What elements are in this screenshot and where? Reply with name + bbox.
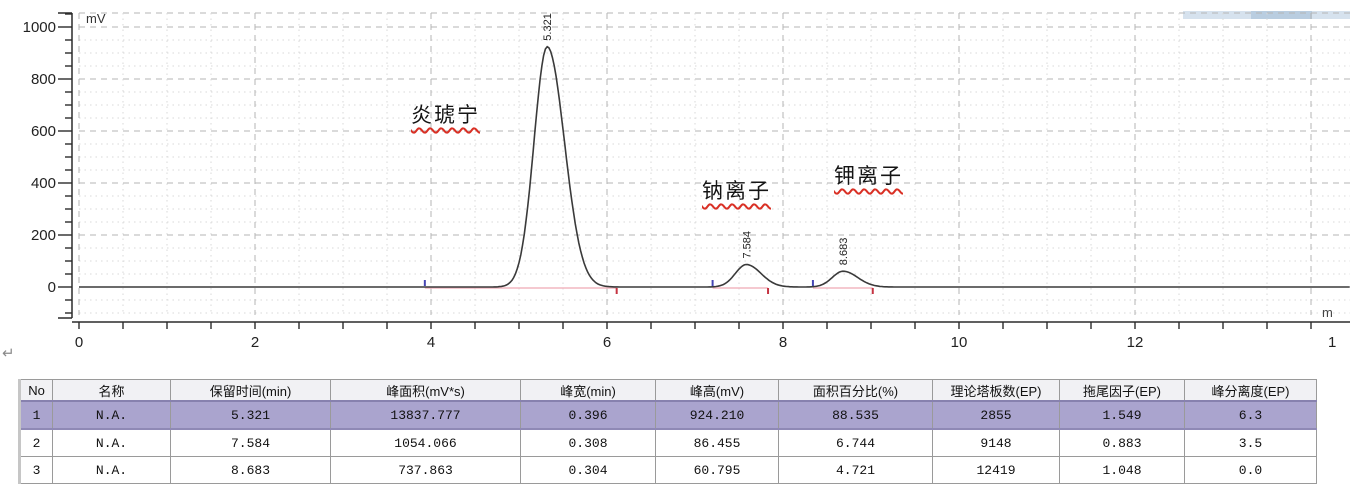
y-axis-unit-label: mV — [86, 11, 106, 26]
chromatogram-plot: 0 200 400 600 800 1000 mV 0 2 4 6 8 10 12 1 m 5.321 7.584… — [23, 11, 1350, 351]
chromatogram-canvas: 0 200 400 600 800 1000 mV 0 2 4 6 8 10 12 1 m 5.321 7.584… — [23, 11, 1350, 351]
x-tick-label: 4 — [427, 334, 435, 351]
table-cell: 2855 — [932, 400, 1060, 430]
table-cell: 60.795 — [655, 456, 779, 484]
table-column-header: 峰宽(min) — [520, 379, 656, 402]
peak-annotation-label: 钾离子 — [834, 164, 903, 188]
peak-rt-label: 7.584 — [741, 231, 753, 259]
signal-trace — [79, 45, 1350, 288]
x-tick-label: 12 — [1127, 334, 1144, 351]
table-column-header: 拖尾因子(EP) — [1059, 379, 1185, 402]
table-cell: 86.455 — [655, 428, 779, 457]
table-column-header: 保留时间(min) — [170, 379, 331, 402]
table-cell: 13837.777 — [330, 400, 521, 430]
table-cell: 0.308 — [520, 428, 656, 457]
table-cell: 8.683 — [170, 456, 331, 484]
y-tick-label: 400 — [31, 175, 56, 192]
table-cell: 6.744 — [778, 428, 933, 457]
table-cell: N.A. — [52, 428, 171, 457]
y-tick-label: 200 — [31, 227, 56, 244]
table-cell: N.A. — [52, 456, 171, 484]
table-cell: 3 — [19, 456, 53, 484]
table-cell: 0.304 — [520, 456, 656, 484]
peak-rt-label: 5.321 — [542, 13, 554, 41]
horizontal-scrollbar-thumb[interactable] — [1251, 11, 1312, 19]
table-column-header: 峰面积(mV*s) — [330, 379, 521, 402]
table-row[interactable]: 2 N.A. 7.584 1054.066 0.308 86.455 6.744 9148 0.… — [19, 428, 1317, 457]
x-tick-label-partial: 1 — [1328, 334, 1336, 351]
paragraph-return-mark: ↵ — [2, 345, 15, 362]
x-tick-label: 6 — [603, 334, 611, 351]
x-tick-label: 0 — [75, 334, 83, 351]
table-cell: 2 — [19, 428, 53, 457]
x-axis-unit-partial: m — [1322, 305, 1333, 320]
table-cell: 0.883 — [1059, 428, 1185, 457]
table-column-header: 峰高(mV) — [655, 379, 779, 402]
x-tick-label: 2 — [251, 334, 259, 351]
table-cell: 737.863 — [330, 456, 521, 484]
y-tick-label: 600 — [31, 123, 56, 140]
table-cell: 1 — [19, 400, 53, 430]
table-cell: 5.321 — [170, 400, 331, 430]
table-cell: 6.3 — [1184, 400, 1317, 430]
table-cell: N.A. — [52, 400, 171, 430]
table-cell: 1.048 — [1059, 456, 1185, 484]
table-row[interactable]: 3 N.A. 8.683 737.863 0.304 60.795 4.721 12419 1.… — [19, 456, 1317, 484]
table-cell: 12419 — [932, 456, 1060, 484]
table-cell: 0.0 — [1184, 456, 1317, 484]
table-column-header: 面积百分比(%) — [778, 379, 933, 402]
table-cell: 3.5 — [1184, 428, 1317, 457]
table-cell: 1.549 — [1059, 400, 1185, 430]
table-cell: 924.210 — [655, 400, 779, 430]
peak-annotation-label: 钠离子 — [702, 179, 771, 203]
peak-annotation-label: 炎琥宁 — [411, 103, 480, 127]
y-tick-label: 0 — [48, 279, 56, 296]
table-column-header: 理论塔板数(EP) — [932, 379, 1060, 402]
table-header-row: No 名称 保留时间(min) 峰面积(mV*s) 峰宽(min) 峰高(mV) 面积百分比… — [19, 379, 1317, 402]
peak-results-table: No 名称 保留时间(min) 峰面积(mV*s) 峰宽(min) 峰高(mV) 面积百分比… — [18, 379, 1317, 484]
table-cell: 4.721 — [778, 456, 933, 484]
table-cell: 88.535 — [778, 400, 933, 430]
table-column-header: 名称 — [52, 379, 171, 402]
table-cell: 1054.066 — [330, 428, 521, 457]
x-tick-label: 10 — [951, 334, 968, 351]
table-cell: 9148 — [932, 428, 1060, 457]
y-tick-label: 1000 — [23, 19, 56, 36]
table-cell: 0.396 — [520, 400, 656, 430]
x-tick-label: 8 — [779, 334, 787, 351]
table-cell: 7.584 — [170, 428, 331, 457]
table-row[interactable]: 1 N.A. 5.321 13837.777 0.396 924.210 88.535 285… — [19, 400, 1317, 430]
peak-rt-label: 8.683 — [838, 238, 850, 266]
table-column-header: No — [19, 379, 53, 402]
y-tick-label: 800 — [31, 71, 56, 88]
table-column-header: 峰分离度(EP) — [1184, 379, 1317, 402]
